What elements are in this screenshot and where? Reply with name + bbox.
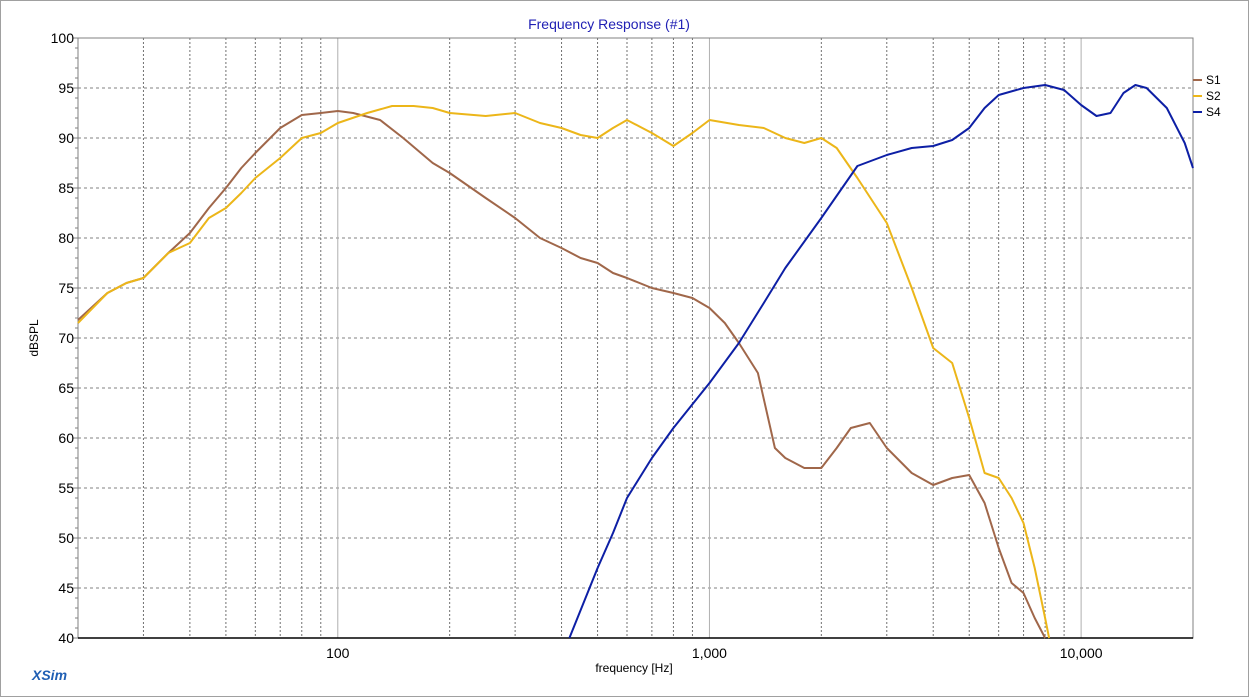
series-line-s2	[77, 105, 1051, 639]
series-lines	[77, 84, 1194, 639]
y-tick-label: 75	[58, 280, 74, 296]
chart-title: Frequency Response (#1)	[528, 16, 690, 32]
y-tick-label: 45	[58, 580, 74, 596]
legend: S1 S2 S4	[1193, 73, 1221, 119]
y-axis-label: dBSPL	[27, 319, 41, 357]
y-tick-label: 100	[51, 30, 75, 46]
series-line-s1	[77, 110, 1046, 639]
xsim-brand-label: XSim	[31, 667, 67, 683]
y-tick-labels: 40 45 50 55 60 65 70 75 80 85 90 95 100	[51, 30, 75, 646]
y-tick-label: 40	[58, 630, 74, 646]
legend-label-s1: S1	[1206, 73, 1221, 87]
y-tick-label: 80	[58, 230, 74, 246]
x-tick-labels: 100 1,000 10,000	[326, 645, 1103, 661]
y-tick-label: 85	[58, 180, 74, 196]
y-tick-label: 65	[58, 380, 74, 396]
plot-area	[77, 37, 1194, 639]
y-tick-label: 60	[58, 430, 74, 446]
grid-lines	[73, 37, 1193, 639]
series-line-s4	[568, 84, 1194, 639]
x-tick-label: 10,000	[1060, 645, 1103, 661]
legend-label-s4: S4	[1206, 105, 1221, 119]
x-tick-label: 100	[326, 645, 350, 661]
y-tick-label: 50	[58, 530, 74, 546]
x-tick-label: 1,000	[692, 645, 727, 661]
legend-label-s2: S2	[1206, 89, 1221, 103]
y-tick-label: 55	[58, 480, 74, 496]
y-tick-label: 70	[58, 330, 74, 346]
x-axis-label: frequency [Hz]	[595, 661, 672, 675]
y-tick-label: 90	[58, 130, 74, 146]
y-tick-label: 95	[58, 80, 74, 96]
